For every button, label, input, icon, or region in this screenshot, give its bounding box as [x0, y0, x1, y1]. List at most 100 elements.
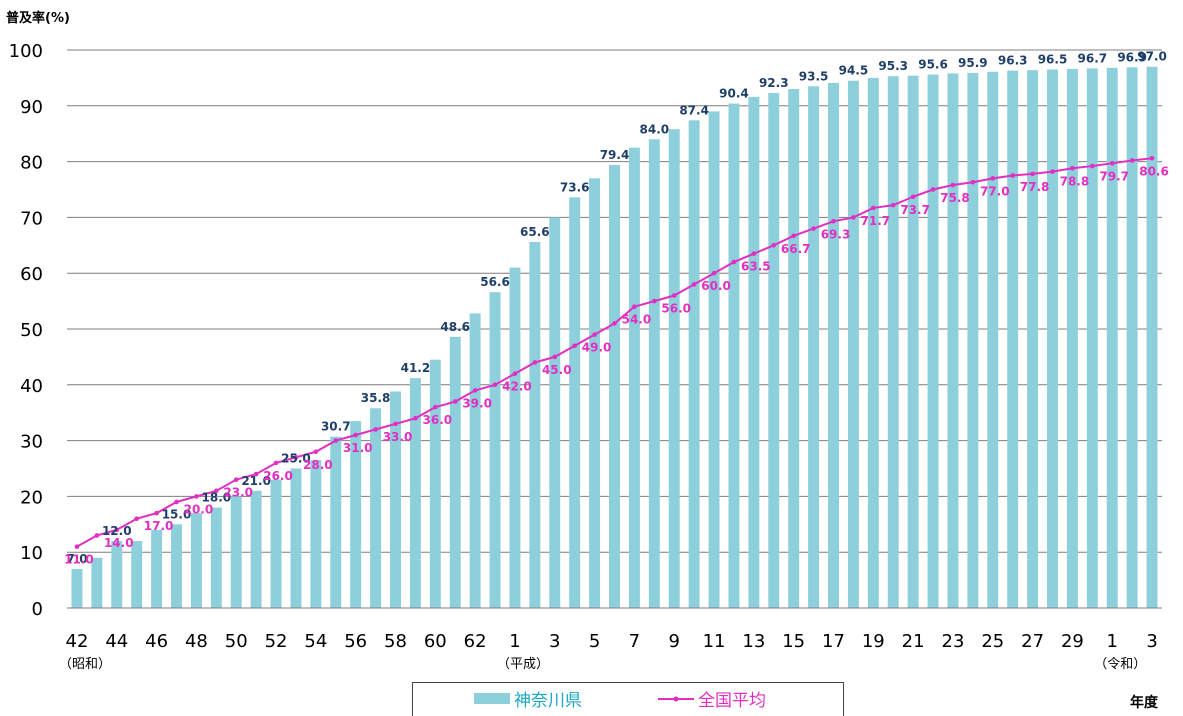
bar-data-label: 93.5 — [799, 69, 829, 83]
bar — [609, 164, 620, 608]
line-point — [74, 544, 80, 549]
x-tick-label: 44 — [105, 631, 128, 652]
bar — [847, 80, 859, 608]
y-tick-label: 70 — [20, 208, 43, 229]
line-data-label: 54.0 — [622, 313, 652, 327]
bar-data-label: 97.0 — [1137, 50, 1167, 64]
line-data-label: 23.0 — [223, 486, 253, 500]
x-tick-label: 25 — [981, 631, 1004, 652]
bar — [867, 77, 879, 608]
y-tick-label: 80 — [20, 153, 43, 174]
bar — [768, 92, 780, 608]
line-point — [353, 432, 358, 438]
bar-data-label: 96.5 — [1038, 53, 1068, 67]
bar — [708, 111, 720, 608]
line-data-label: 14.0 — [104, 536, 134, 550]
line-point — [671, 293, 677, 298]
bar — [1047, 69, 1058, 608]
line-data-label: 77.8 — [1020, 180, 1050, 194]
bar-data-label: 73.6 — [560, 180, 590, 194]
bar-data-label: 15.0 — [162, 507, 192, 521]
line-point — [890, 202, 896, 208]
line-point — [751, 251, 757, 256]
bar — [828, 82, 839, 608]
y-axis-label: 普及率(%) — [6, 10, 70, 26]
line-point — [691, 282, 697, 287]
bar — [270, 479, 282, 608]
line-point — [313, 449, 319, 455]
line-point — [1109, 160, 1115, 166]
bar — [589, 178, 601, 608]
x-tick-label: 11 — [703, 631, 726, 652]
x-tick-label: 3 — [549, 631, 560, 652]
line-point — [612, 321, 617, 326]
line-data-label: 33.0 — [383, 430, 413, 444]
era-label: （令和） — [1094, 657, 1146, 672]
bar — [171, 524, 182, 608]
line-point — [194, 494, 199, 499]
bar — [1066, 68, 1078, 609]
y-tick-label: 90 — [20, 97, 43, 118]
line-data-label: 11.0 — [64, 553, 94, 567]
data-labels: 7.0 12.0 15.0 18.0 21.0 25.0 30.7 35.8 41.2 48.6 5… — [64, 50, 1169, 567]
y-tick-label: 0 — [32, 599, 43, 620]
bar — [390, 391, 401, 608]
bar-data-label: 95.9 — [958, 56, 988, 70]
x-tick-label: 29 — [1061, 631, 1084, 652]
x-tick-label: 7 — [629, 631, 640, 652]
y-tick-label: 50 — [20, 320, 43, 341]
bar-data-label: 96.9 — [1117, 50, 1147, 64]
bar — [71, 568, 83, 608]
bar — [151, 529, 163, 608]
bar — [131, 541, 143, 608]
line-data-label: 31.0 — [343, 441, 373, 455]
x-tick-label: 62 — [464, 631, 487, 652]
x-tick-label: 48 — [185, 631, 208, 652]
line-point — [333, 438, 339, 443]
line-point — [174, 499, 179, 505]
bar — [987, 71, 999, 608]
bar — [190, 513, 202, 608]
bar — [1007, 70, 1019, 609]
line-data-label: 20.0 — [184, 502, 214, 516]
line-point — [871, 205, 876, 211]
bar — [1146, 66, 1158, 609]
bar — [250, 490, 262, 608]
bar — [569, 197, 581, 608]
line-data-label: 36.0 — [423, 413, 453, 427]
line-point — [393, 421, 398, 427]
bar — [628, 147, 640, 608]
bar-data-label: 48.6 — [440, 320, 470, 334]
bar-data-label: 84.0 — [640, 122, 670, 136]
bar — [748, 96, 760, 608]
bar — [688, 120, 700, 609]
y-tick-label: 30 — [20, 432, 43, 453]
bar — [350, 421, 362, 608]
line-point — [492, 382, 498, 388]
bar-data-label: 25.0 — [281, 452, 311, 466]
x-tick-label: 13 — [742, 631, 765, 652]
x-tick-label: 19 — [862, 631, 885, 652]
bar — [449, 336, 461, 608]
x-tick-label: 1 — [509, 631, 520, 652]
x-tick-label: 58 — [384, 631, 407, 652]
bar-data-label: 95.3 — [878, 59, 908, 73]
line-point — [214, 488, 219, 494]
line-point — [1010, 173, 1015, 178]
bar — [529, 241, 541, 608]
bar-data-label: 95.6 — [918, 58, 948, 72]
bar — [409, 378, 421, 608]
line-point — [851, 215, 856, 220]
bar — [429, 359, 441, 608]
line-point — [711, 270, 717, 276]
line-point — [950, 182, 956, 188]
line-point — [831, 219, 836, 224]
line-point — [811, 226, 816, 231]
line-point — [413, 415, 418, 421]
line-point — [592, 332, 597, 337]
bar — [1106, 67, 1118, 608]
line-data-label: 79.7 — [1099, 169, 1129, 183]
x-tick-label: 56 — [344, 631, 367, 652]
bar-data-label: 18.0 — [202, 491, 232, 505]
